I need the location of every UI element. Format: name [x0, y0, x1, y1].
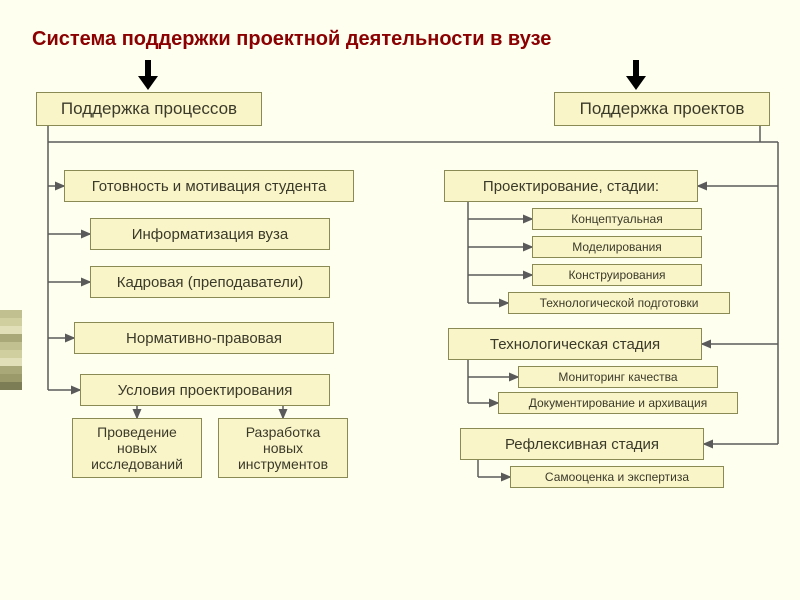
- node-modeling: Моделирования: [532, 236, 702, 258]
- node-support-proj: Поддержка проектов: [554, 92, 770, 126]
- arrow-down-icon: [138, 60, 158, 90]
- node-kadr: Кадровая (преподаватели): [90, 266, 330, 298]
- node-monitoring: Мониторинг качества: [518, 366, 718, 388]
- node-techprep: Технологической подготовки: [508, 292, 730, 314]
- page-title: Система поддержки проектной деятельности…: [32, 28, 551, 51]
- node-readiness: Готовность и мотивация студента: [64, 170, 354, 202]
- node-new-tools: Разработка новых инструментов: [218, 418, 348, 478]
- node-construct: Конструирования: [532, 264, 702, 286]
- node-concept: Концептуальная: [532, 208, 702, 230]
- node-new-research: Проведение новых исследований: [72, 418, 202, 478]
- node-conditions: Условия проектирования: [80, 374, 330, 406]
- arrow-down-icon: [626, 60, 646, 90]
- node-tech-stage: Технологическая стадия: [448, 328, 702, 360]
- decorative-stripes: [0, 310, 22, 390]
- node-selfeval: Самооценка и экспертиза: [510, 466, 724, 488]
- node-document: Документирование и архивация: [498, 392, 738, 414]
- node-informat: Информатизация вуза: [90, 218, 330, 250]
- node-reflect-stage: Рефлексивная стадия: [460, 428, 704, 460]
- node-design-stages: Проектирование, стадии:: [444, 170, 698, 202]
- node-normativ: Нормативно-правовая: [74, 322, 334, 354]
- node-support-proc: Поддержка процессов: [36, 92, 262, 126]
